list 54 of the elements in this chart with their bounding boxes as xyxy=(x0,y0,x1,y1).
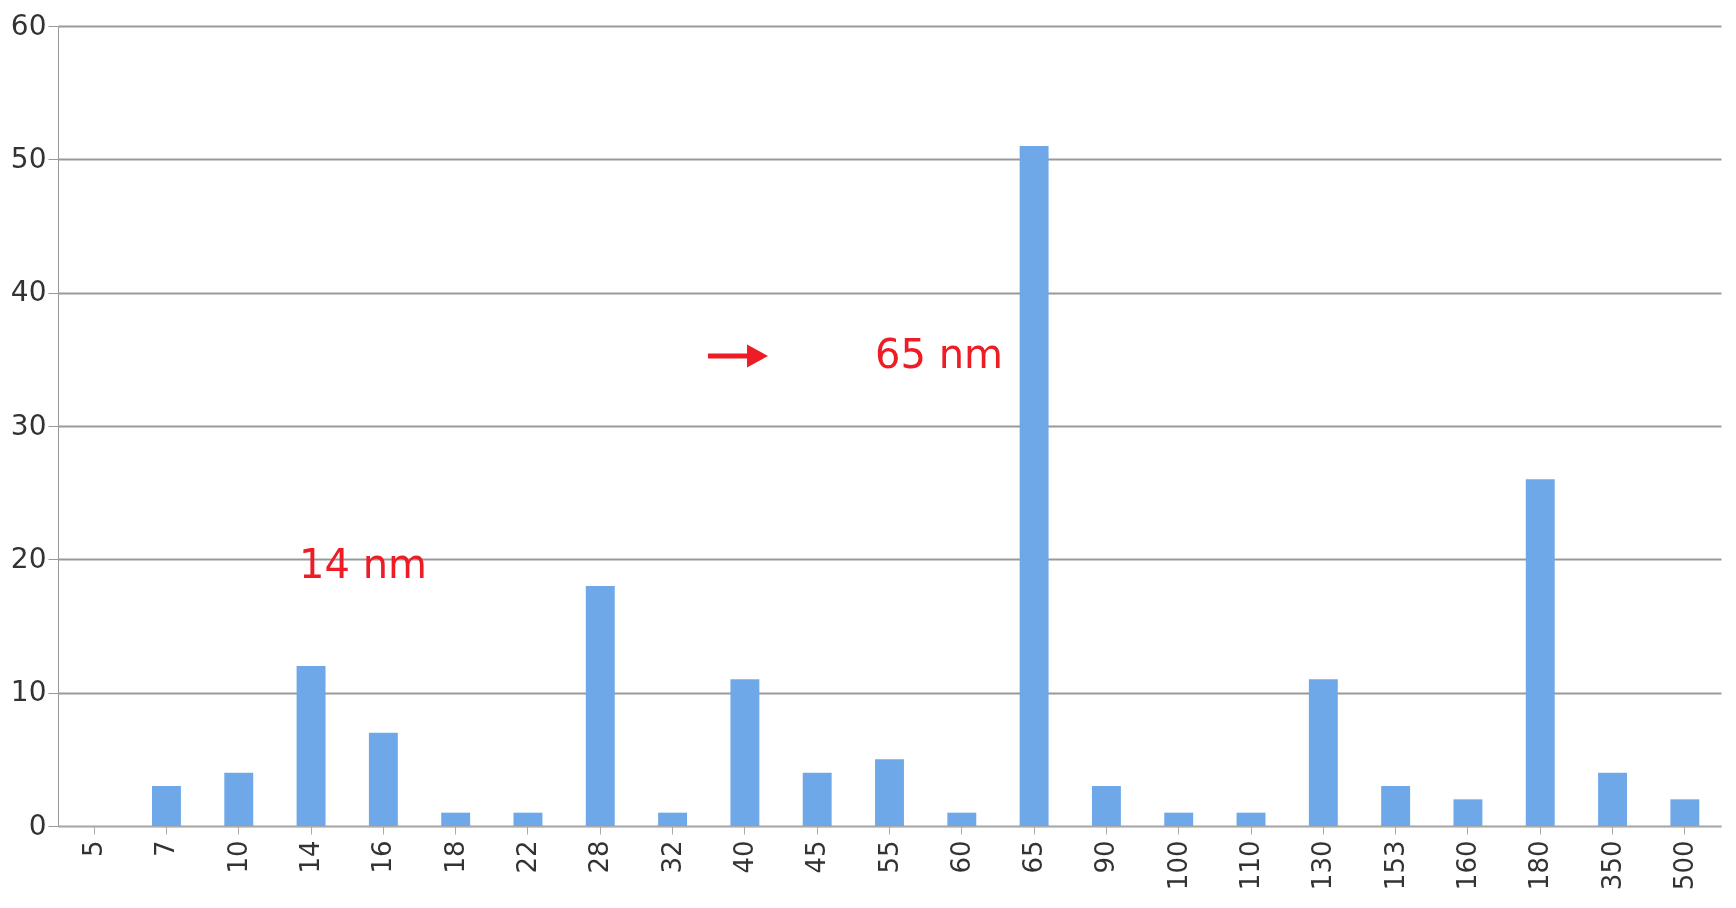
x-tick-label: 22 xyxy=(511,840,542,874)
x-tick-label: 110 xyxy=(1235,840,1266,891)
bar xyxy=(1236,812,1266,826)
x-tick-label: 32 xyxy=(656,840,687,874)
x-tick-label: 90 xyxy=(1090,840,1121,874)
x-tick-label: 55 xyxy=(873,840,904,874)
x-tick-label: 180 xyxy=(1524,840,1555,891)
bar xyxy=(1381,786,1411,826)
x-tick-label: 500 xyxy=(1668,840,1699,891)
x-tick-label: 160 xyxy=(1451,840,1482,891)
x-tick-label: 7 xyxy=(150,840,181,858)
bar xyxy=(730,679,760,826)
x-tick-label: 16 xyxy=(367,840,398,874)
bar xyxy=(1308,679,1338,826)
bar xyxy=(1525,479,1555,826)
y-tick-label: 0 xyxy=(28,808,47,842)
y-tick-label: 50 xyxy=(10,141,47,175)
bar xyxy=(1091,786,1121,826)
bar xyxy=(585,586,615,826)
bar xyxy=(441,812,471,826)
x-tick-label: 153 xyxy=(1379,840,1410,891)
x-tick-label: 100 xyxy=(1162,840,1193,891)
bar xyxy=(152,786,181,826)
bar xyxy=(1164,812,1194,826)
x-tick-label: 45 xyxy=(801,840,832,874)
x-tick-label: 18 xyxy=(439,840,470,874)
x-tick-label: 28 xyxy=(584,840,615,874)
y-tick-label: 30 xyxy=(10,408,47,442)
x-tick-label: 10 xyxy=(222,840,253,874)
bar xyxy=(224,772,254,826)
bar xyxy=(802,772,832,826)
bar xyxy=(1019,146,1049,826)
bar xyxy=(1453,799,1483,826)
bar xyxy=(947,812,977,826)
bar xyxy=(1598,772,1627,826)
x-tick-label: 5 xyxy=(78,840,109,858)
x-tick-label: 350 xyxy=(1596,840,1627,891)
x-tick-label: 14 xyxy=(295,840,326,874)
y-tick-label: 10 xyxy=(10,675,47,709)
y-tick-label: 40 xyxy=(10,275,47,309)
bar xyxy=(296,666,326,826)
x-tick-label: 40 xyxy=(728,840,759,874)
annotation: 65 nm xyxy=(875,331,1003,377)
bar xyxy=(368,732,398,826)
y-tick-label: 60 xyxy=(10,8,47,42)
x-tick-label: 65 xyxy=(1018,840,1049,874)
annotation: 14 nm xyxy=(299,541,427,587)
y-tick-label: 20 xyxy=(10,541,47,575)
bar xyxy=(513,812,543,826)
x-tick-label: 60 xyxy=(945,840,976,874)
x-tick-label: 130 xyxy=(1307,840,1338,891)
bar xyxy=(658,812,688,826)
bar xyxy=(1670,799,1700,826)
bar xyxy=(875,759,904,826)
